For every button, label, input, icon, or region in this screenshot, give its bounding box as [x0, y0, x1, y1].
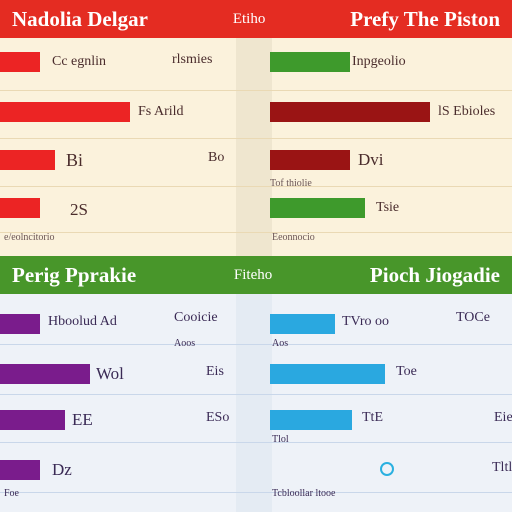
- bar-top-left-3: [0, 198, 40, 218]
- bottom-header: Perig Pprakie Fiteho Pioch Jiogadie: [0, 256, 512, 294]
- gridline: [0, 394, 512, 395]
- gridline: [0, 344, 512, 345]
- bar-label: TtE: [362, 410, 383, 425]
- bar-right-label: Bo: [208, 150, 225, 165]
- gridline: [0, 186, 512, 187]
- bar-label: Dz: [52, 460, 72, 479]
- bar-label: lS Ebioles: [438, 104, 496, 119]
- bar-right-label: Cooicie: [174, 310, 218, 325]
- bar-label: Inpgeolio: [352, 54, 406, 69]
- bar-top-left-0: [0, 52, 40, 72]
- top-chart-subtitle: Etiho: [232, 10, 266, 27]
- bar-label: Wol: [96, 364, 124, 383]
- bar-top-right-3: [270, 198, 365, 218]
- gridline: [0, 138, 512, 139]
- left-footer: e/eolncitorio: [4, 232, 55, 243]
- bar-sub-label: Aoos: [174, 338, 196, 349]
- bar-sub-label: Aos: [272, 338, 289, 349]
- top-center-separator: [236, 0, 272, 256]
- bar-sub-label: Tcbloollar ltooe: [272, 488, 336, 499]
- bar-sub-label: Eeonnocio: [272, 232, 315, 243]
- bar-right-label: Tltle: [492, 460, 512, 475]
- top-chart-panel: Nadolia Delgar Etiho Prefy The Piston Cc…: [0, 0, 512, 256]
- top-chart-right-title: Prefy The Piston: [350, 6, 500, 31]
- bar-sub-label: Tlol: [272, 434, 289, 445]
- bar-label: Hboolud Ad: [48, 314, 117, 329]
- top-chart-title: Nadolia Delgar: [12, 6, 148, 31]
- bar-top-right-1: [270, 102, 430, 122]
- bar-label: Dvi: [358, 150, 384, 169]
- bar-right-label: rlsmies: [172, 52, 213, 67]
- bottom-chart-right-title: Pioch Jiogadie: [369, 262, 500, 287]
- bar-top-left-2: [0, 150, 55, 170]
- bar-label: 2S: [70, 200, 88, 219]
- bottom-chart-panel: Perig Pprakie Fiteho Pioch Jiogadie Hboo…: [0, 256, 512, 512]
- bar-bottom-right-2: [270, 410, 352, 430]
- bar-right-label: Eis: [206, 364, 224, 379]
- bar-bottom-left-2: [0, 410, 65, 430]
- bar-label: EE: [72, 410, 93, 429]
- gridline: [0, 442, 512, 443]
- bottom-center-separator: [236, 256, 272, 512]
- bar-label: Bi: [66, 150, 84, 170]
- bar-bottom-right-0: [270, 314, 335, 334]
- bar-top-right-0: [270, 52, 350, 72]
- bar-label: Tsie: [376, 200, 400, 215]
- top-header: Nadolia Delgar Etiho Prefy The Piston: [0, 0, 512, 38]
- bar-label: Cc egnlin: [52, 54, 107, 69]
- bar-right-label: ESo: [206, 410, 230, 425]
- bar-sub-label: Tof thiolie: [270, 178, 312, 189]
- bar-right-label: Fs Arild: [138, 104, 184, 119]
- gridline: [0, 492, 512, 493]
- bar-right-label: Eie: [494, 410, 512, 425]
- bottom-chart-title: Perig Pprakie: [12, 262, 137, 287]
- gridline: [0, 90, 512, 91]
- gridline: [0, 232, 512, 233]
- bar-bottom-left-1: [0, 364, 90, 384]
- bar-bottom-left-0: [0, 314, 40, 334]
- bar-bottom-right-1: [270, 364, 385, 384]
- bar-top-left-1: [0, 102, 130, 122]
- bar-top-right-2: [270, 150, 350, 170]
- bar-right-label: TOCe: [456, 310, 490, 325]
- left-footer: Foe: [4, 488, 19, 499]
- marker-circle-icon: [380, 462, 394, 476]
- bar-label: TVro oo: [342, 314, 389, 329]
- bar-label: Toe: [396, 364, 417, 379]
- bottom-chart-subtitle: Fiteho: [233, 266, 273, 283]
- bar-bottom-left-3: [0, 460, 40, 480]
